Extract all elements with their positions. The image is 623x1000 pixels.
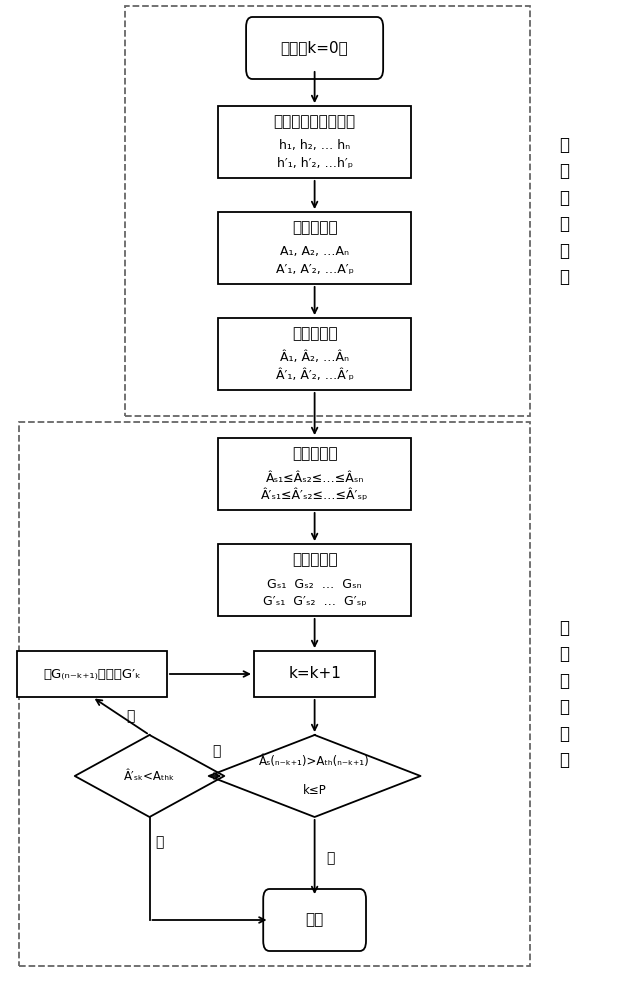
Bar [125, 6, 530, 416]
Text: Âₛ(ₙ₋ₖ₊₁)>Aₜₕ(ₙ₋ₖ₊₁): Âₛ(ₙ₋ₖ₊₁)>Aₜₕ(ₙ₋ₖ₊₁) [259, 756, 370, 768]
Text: Â′ₛ₁≤Â′ₛ₂≤…≤Â′ₛₚ: Â′ₛ₁≤Â′ₛ₂≤…≤Â′ₛₚ [261, 489, 368, 502]
Text: 是: 是 [126, 709, 135, 723]
Text: 是: 是 [212, 744, 221, 758]
Text: 否: 否 [156, 835, 164, 849]
Text: G′ₛ₁  G′ₛ₂  …  G′ₛₚ: G′ₛ₁ G′ₛ₂ … G′ₛₚ [263, 596, 366, 608]
Text: Â₁, Â₂, …Âₙ: Â₁, Â₂, …Âₙ [280, 352, 349, 364]
Polygon shape [75, 735, 224, 817]
Text: 雨衰値预测: 雨衰値预测 [292, 326, 338, 342]
Text: A′₁, A′₂, …A′ₚ: A′₁, A′₂, …A′ₚ [275, 263, 354, 276]
Bar [218, 106, 411, 178]
Bar [17, 651, 167, 697]
Text: A₁, A₂, …Aₙ: A₁, A₂, …Aₙ [280, 245, 349, 258]
Text: 今G₍ₙ₋ₖ₊₁₎切换至G′ₖ: 今G₍ₙ₋ₖ₊₁₎切换至G′ₖ [44, 668, 141, 680]
Text: h′₁, h′₂, …h′ₚ: h′₁, h′₂, …h′ₚ [277, 157, 353, 170]
Text: Âₛ₁≤Âₛ₂≤…≤Âₛₙ: Âₛ₁≤Âₛ₂≤…≤Âₛₙ [265, 472, 364, 485]
Text: 开始（k=0）: 开始（k=0） [281, 40, 348, 55]
Text: Â′₁, Â′₂, …Â′ₚ: Â′₁, Â′₂, …Â′ₚ [275, 369, 354, 382]
Text: 信
道
预
测
模
块: 信 道 预 测 模 块 [559, 136, 569, 286]
Text: k=k+1: k=k+1 [288, 666, 341, 682]
Text: 否: 否 [326, 851, 334, 865]
Bar [218, 438, 411, 510]
Bar [218, 318, 411, 390]
Text: k≤P: k≤P [303, 784, 326, 796]
Bar [218, 212, 411, 284]
Text: 计算雨衰値: 计算雨衰値 [292, 221, 338, 235]
Text: Gₛ₁  Gₛ₂  …  Gₛₙ: Gₛ₁ Gₛ₂ … Gₛₙ [267, 578, 362, 590]
FancyBboxPatch shape [263, 889, 366, 951]
Text: 雨衰値排序: 雨衰値排序 [292, 446, 338, 462]
Text: h₁, h₂, … hₙ: h₁, h₂, … hₙ [279, 139, 350, 152]
Text: 获取所有站的电平値: 获取所有站的电平値 [273, 114, 356, 129]
Polygon shape [209, 735, 421, 817]
FancyBboxPatch shape [246, 17, 383, 79]
Bar [19, 422, 530, 966]
Text: Â′ₛₖ<Aₜₕₖ: Â′ₛₖ<Aₜₕₖ [124, 770, 175, 782]
Text: 信关站匹配: 信关站匹配 [292, 552, 338, 568]
Text: 结束: 结束 [305, 912, 324, 928]
Bar [218, 544, 411, 616]
Text: 切
换
判
决
模
块: 切 换 判 决 模 块 [559, 619, 569, 769]
Bar [254, 651, 375, 697]
